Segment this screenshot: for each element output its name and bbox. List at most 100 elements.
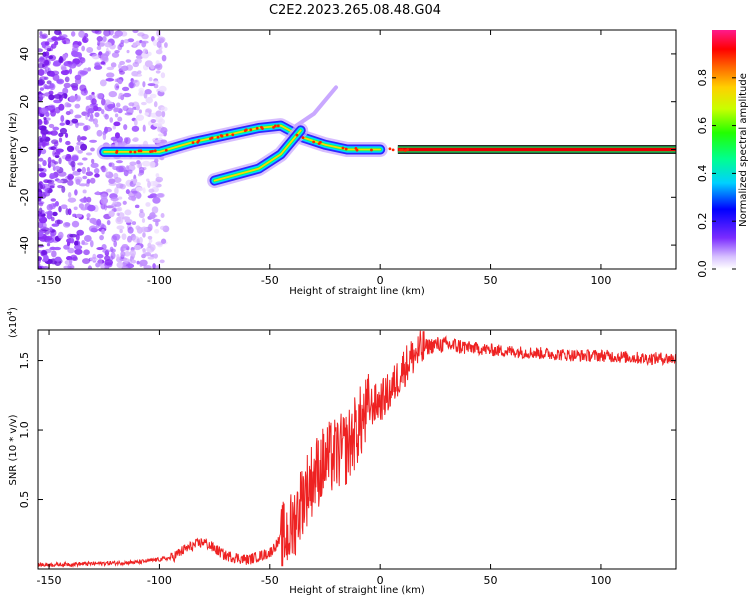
noise-speckle: [52, 149, 56, 157]
colorbar-label: Normalized spectral amplitude: [738, 73, 749, 227]
noise-speckle: [99, 79, 107, 87]
noise-speckle: [105, 77, 115, 82]
noise-speckle: [131, 221, 137, 226]
snr-line: [38, 330, 676, 568]
ridge-peak-dot: [244, 128, 248, 132]
noise-speckle: [58, 157, 62, 165]
noise-speckle: [91, 158, 95, 164]
noise-speckle: [61, 185, 66, 193]
noise-speckle: [121, 65, 129, 72]
noise-speckle: [131, 125, 140, 132]
noise-speckle: [89, 240, 94, 248]
noise-speckle: [46, 242, 51, 247]
noise-speckle: [139, 259, 148, 267]
noise-speckle: [54, 106, 61, 114]
noise-speckle: [139, 209, 144, 213]
noise-speckle: [117, 79, 123, 85]
noise-speckle: [102, 132, 107, 141]
noise-speckle: [81, 45, 86, 52]
noise-speckle: [94, 173, 100, 178]
ridge-peak-dot: [129, 150, 132, 154]
noise-speckle: [70, 254, 78, 261]
noise-speckle: [141, 41, 147, 48]
noise-speckle: [91, 30, 100, 34]
noise-speckle: [91, 98, 97, 105]
noise-speckle: [97, 40, 101, 46]
noise-speckle: [69, 95, 76, 103]
noise-speckle: [86, 166, 90, 173]
noise-speckle: [51, 36, 58, 41]
noise-speckle: [41, 133, 47, 140]
noise-speckle: [38, 207, 43, 215]
x-tick-label: 0: [377, 574, 384, 587]
noise-speckle: [142, 124, 146, 132]
ridge-peak-dot: [312, 140, 316, 144]
noise-speckle: [141, 218, 146, 224]
noise-speckle: [89, 177, 96, 184]
noise-speckle: [141, 33, 149, 40]
ridge-band: [103, 124, 382, 153]
noise-speckle: [111, 235, 117, 242]
ridge-peak-dot: [191, 141, 195, 144]
noise-speckle: [125, 59, 132, 63]
x-tick-label: -100: [147, 274, 172, 287]
ridge-peak-dot: [231, 133, 235, 137]
noise-speckle: [149, 161, 156, 169]
noise-speckle: [108, 178, 116, 184]
noise-speckle: [147, 256, 155, 260]
noise-speckle: [143, 91, 148, 99]
noise-speckle: [123, 39, 130, 44]
ridge-peak-dot: [403, 149, 407, 152]
noise-speckle: [50, 45, 54, 52]
noise-speckle: [53, 141, 59, 147]
noise-speckle: [73, 244, 83, 250]
noise-speckle: [38, 62, 45, 69]
noise-speckle: [107, 128, 111, 132]
noise-speckle: [160, 238, 167, 244]
noise-speckle: [38, 68, 45, 76]
noise-speckle: [44, 235, 53, 241]
noise-speckle: [43, 84, 48, 90]
noise-speckle: [141, 160, 151, 167]
noise-speckle: [58, 31, 62, 36]
noise-speckle: [39, 236, 45, 240]
colorbar: 0.0 0.2 0.4 0.6 0.8 Normalized spectral ampl…: [696, 30, 749, 278]
noise-speckle: [133, 119, 138, 126]
noise-speckle: [123, 137, 129, 143]
noise-speckle: [111, 52, 120, 58]
noise-speckle: [150, 118, 156, 124]
noise-speckle: [64, 102, 70, 108]
noise-speckle: [153, 123, 160, 127]
noise-speckle: [161, 54, 167, 62]
noise-speckle: [52, 126, 60, 131]
noise-speckle: [81, 258, 91, 265]
signal-layer: [96, 85, 676, 189]
noise-speckle: [74, 189, 78, 196]
noise-speckle: [67, 61, 74, 65]
noise-speckle: [60, 66, 67, 71]
noise-speckle: [67, 247, 75, 254]
noise-speckle: [138, 166, 145, 174]
noise-speckle: [58, 205, 62, 213]
colorbar-tick-label: 0.0: [696, 260, 709, 278]
noise-speckle: [152, 196, 161, 204]
noise-speckle: [70, 50, 78, 57]
noise-speckle: [104, 265, 109, 269]
noise-speckle: [76, 122, 85, 126]
noise-speckle: [43, 59, 51, 67]
noise-speckle: [131, 79, 138, 83]
noise-speckle: [160, 213, 165, 218]
noise-speckle: [96, 93, 104, 100]
noise-speckle: [49, 71, 55, 77]
noise-speckle: [50, 232, 55, 237]
noise-speckle: [117, 206, 123, 212]
noise-speckle: [114, 50, 120, 54]
noise-speckle: [158, 85, 167, 93]
ridge-main: [96, 118, 388, 160]
noise-speckle: [58, 57, 64, 64]
noise-speckle: [85, 171, 94, 177]
x-ticks: -150 -100 -50 0 50 100: [37, 30, 611, 287]
noise-speckle: [43, 254, 49, 262]
noise-speckle: [113, 240, 118, 248]
ridge-peak-dot: [260, 125, 263, 129]
